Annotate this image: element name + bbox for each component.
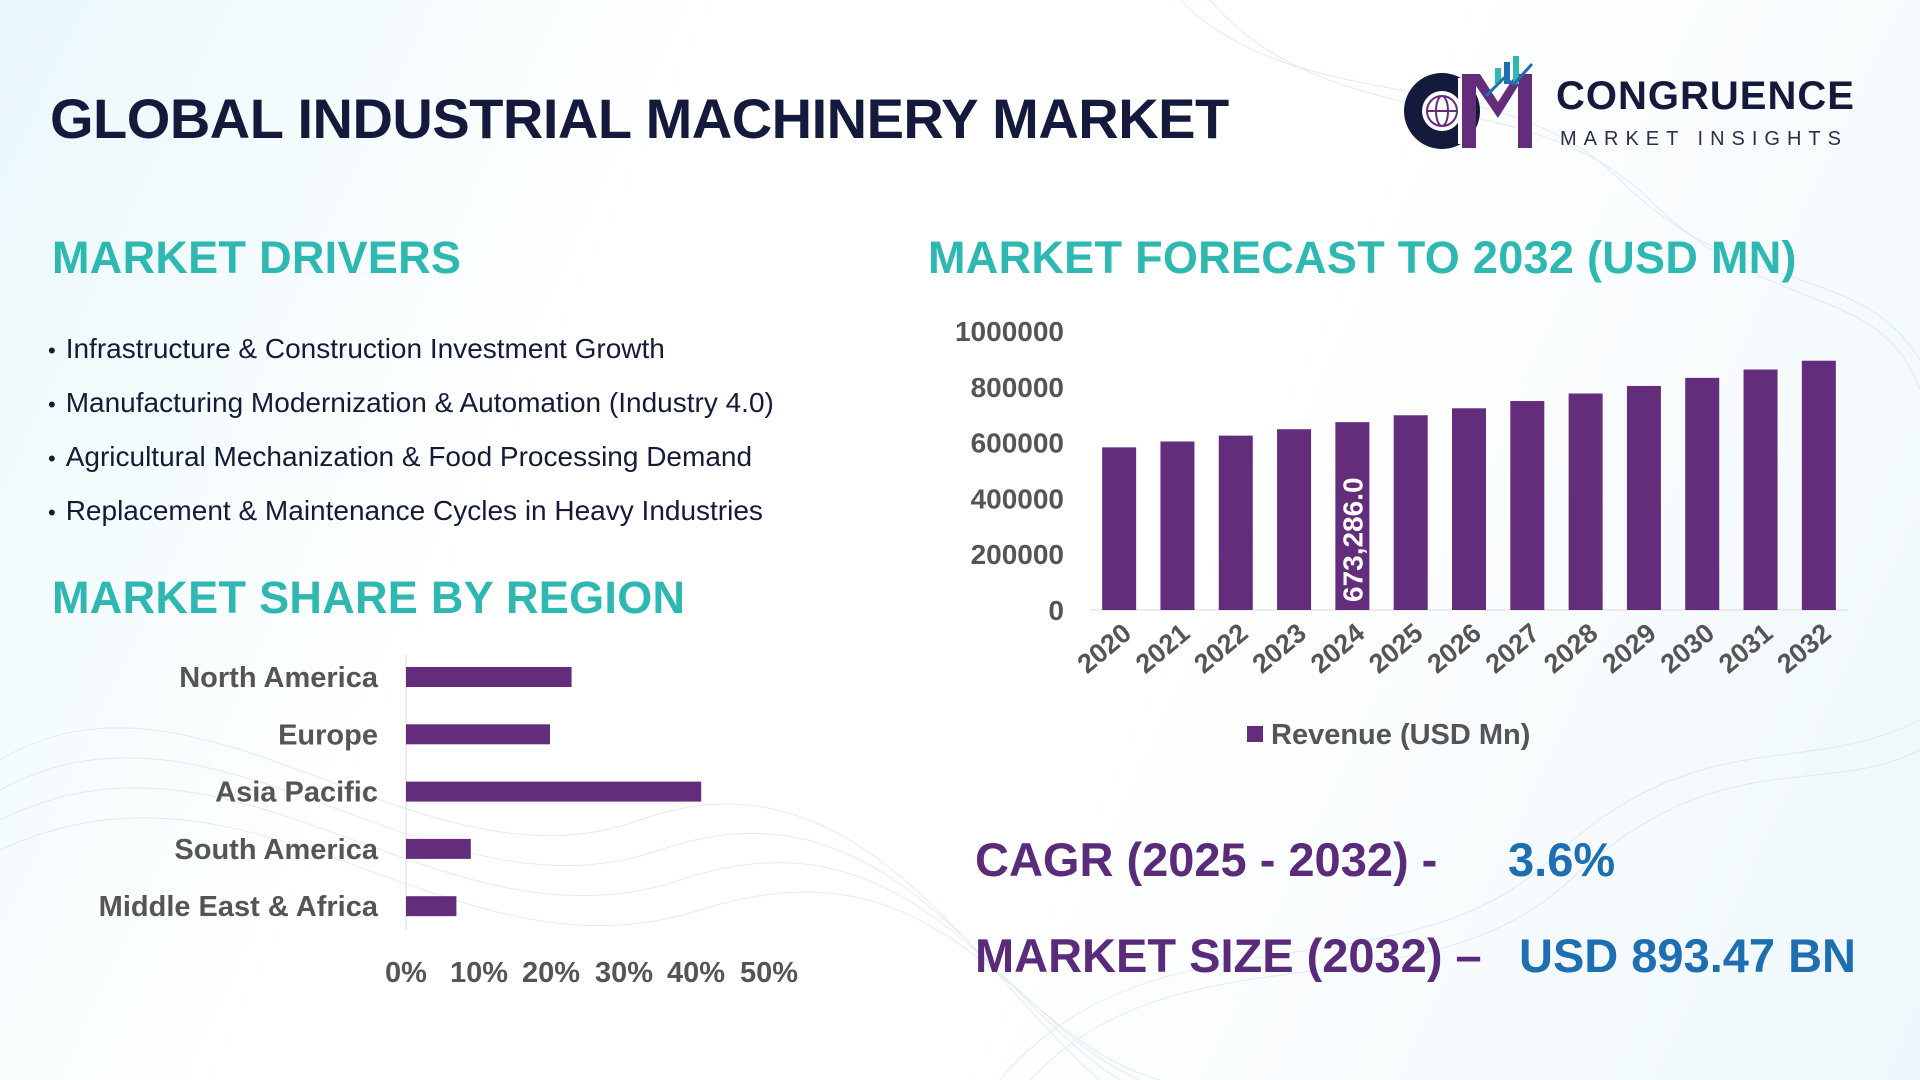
forecast-bar — [1102, 447, 1137, 610]
x-tick-label: 2022 — [1188, 618, 1253, 680]
market-size-value: USD 893.47 BN — [1519, 929, 1856, 982]
x-tick-label: 50% — [740, 957, 798, 989]
forecast-bar — [1160, 441, 1195, 610]
driver-item: Replacement & Maintenance Cycles in Heav… — [48, 484, 774, 538]
forecast-bar — [1393, 415, 1428, 610]
forecast-bar — [1568, 393, 1603, 610]
region-bar — [406, 724, 550, 745]
x-tick-label: 2029 — [1596, 618, 1661, 680]
x-tick-label: 20% — [522, 957, 580, 989]
logo-tagline: MARKET INSIGHTS — [1560, 128, 1848, 150]
region-label: Middle East & Africa — [99, 891, 379, 923]
forecast-bar — [1277, 429, 1312, 610]
page-title: GLOBAL INDUSTRIAL MACHINERY MARKET — [50, 87, 1229, 150]
forecast-bar — [1510, 401, 1545, 610]
y-tick-label: 400000 — [971, 483, 1064, 514]
forecast-bar — [1335, 422, 1370, 610]
region-chart: North America Europe Asia Pacific South Ame… — [99, 655, 798, 989]
region-label: Asia Pacific — [215, 777, 378, 809]
x-tick-label: 2032 — [1771, 618, 1836, 680]
congruence-logo-icon — [1404, 56, 1534, 149]
x-tick-label: 2025 — [1363, 618, 1428, 680]
forecast-bar — [1685, 377, 1720, 610]
x-tick-label: 30% — [595, 957, 653, 989]
region-label: Europe — [278, 719, 378, 751]
cagr-value: 3.6% — [1508, 833, 1616, 886]
forecast-bar — [1743, 369, 1778, 610]
x-tick-label: 2028 — [1538, 618, 1603, 680]
legend-swatch — [1247, 726, 1263, 742]
forecast-bar — [1218, 435, 1253, 610]
x-tick-label: 2027 — [1480, 618, 1545, 680]
drivers-list: Infrastructure & Construction Investment… — [48, 322, 774, 538]
driver-item: Manufacturing Modernization & Automation… — [48, 376, 774, 430]
region-bar — [406, 838, 471, 859]
x-tick-label: 2020 — [1072, 618, 1137, 680]
forecast-bar — [1626, 385, 1661, 610]
forecast-bar — [1452, 408, 1486, 610]
x-tick-label: 2026 — [1422, 618, 1487, 680]
cagr-label: CAGR (2025 - 2032) - — [975, 833, 1438, 886]
x-tick-label: 40% — [667, 957, 725, 989]
region-bar — [406, 667, 572, 687]
forecast-bar — [1801, 360, 1836, 610]
region-bar — [406, 781, 702, 802]
x-tick-label: 10% — [450, 957, 508, 989]
x-tick-label: 0% — [385, 957, 427, 989]
data-label: 673,286.0 — [1337, 477, 1368, 602]
x-tick-label: 2031 — [1713, 618, 1778, 680]
x-tick-label: 2024 — [1305, 618, 1370, 680]
y-tick-label: 1000000 — [955, 316, 1064, 347]
y-tick-label: 200000 — [971, 539, 1064, 570]
y-tick-label: 600000 — [971, 428, 1064, 459]
logo-name: CONGRUENCE — [1556, 74, 1855, 118]
region-label: South America — [174, 834, 378, 866]
drivers-title: MARKET DRIVERS — [52, 232, 462, 283]
x-tick-label: 2023 — [1247, 618, 1312, 680]
driver-item: Infrastructure & Construction Investment… — [48, 322, 774, 376]
region-label: North America — [179, 662, 379, 694]
market-size-label: MARKET SIZE (2032) – — [975, 929, 1482, 982]
y-tick-label: 0 — [1048, 595, 1064, 626]
legend-label: Revenue (USD Mn) — [1271, 719, 1530, 751]
x-tick-label: 2030 — [1655, 618, 1720, 680]
driver-item: Agricultural Mechanization & Food Proces… — [48, 430, 774, 484]
forecast-title: MARKET FORECAST TO 2032 (USD MN) — [928, 232, 1797, 283]
forecast-chart: 1000000 800000 600000 400000 200000 0 20202021… — [955, 316, 1848, 751]
x-tick-label: 2021 — [1130, 618, 1195, 680]
y-tick-label: 800000 — [971, 372, 1064, 403]
region-bar — [406, 896, 457, 917]
region-title: MARKET SHARE BY REGION — [52, 572, 686, 623]
